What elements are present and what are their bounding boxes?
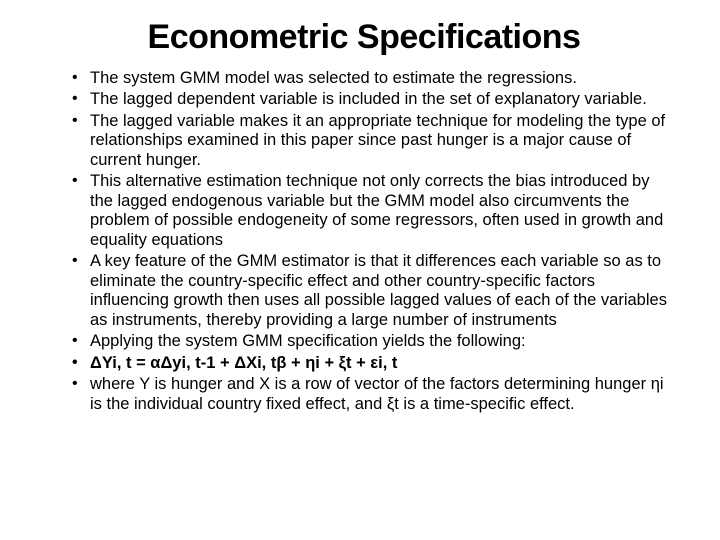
bullet-list: The system GMM model was selected to est… <box>48 69 680 414</box>
bullet-item-equation: ΔYi, t = αΔyi, t-1 + ΔXi, tβ + ηi + ξt +… <box>72 354 670 373</box>
slide-title: Econometric Specifications <box>48 18 680 57</box>
bullet-item: where Y is hunger and X is a row of vect… <box>72 375 670 414</box>
bullet-item: The system GMM model was selected to est… <box>72 69 670 88</box>
bullet-item: This alternative estimation technique no… <box>72 172 670 250</box>
bullet-item: The lagged variable makes it an appropri… <box>72 112 670 170</box>
bullet-item: A key feature of the GMM estimator is th… <box>72 252 670 330</box>
bullet-item: The lagged dependent variable is include… <box>72 90 670 109</box>
bullet-item: Applying the system GMM specification yi… <box>72 332 670 351</box>
slide-container: Econometric Specifications The system GM… <box>0 0 720 540</box>
